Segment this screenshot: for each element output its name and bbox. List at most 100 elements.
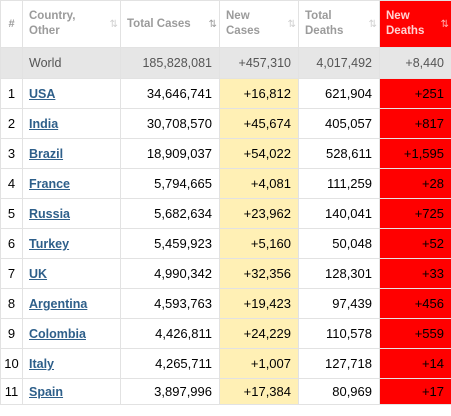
table-row: 8 Argentina 4,593,763 +19,423 97,439 +45… xyxy=(0,288,451,319)
country-cell: India xyxy=(22,108,121,139)
total-deaths-cell: 140,041 xyxy=(298,198,380,229)
country-link[interactable]: France xyxy=(29,177,70,191)
sort-icon[interactable]: ⇅ xyxy=(109,19,119,30)
total-cases-cell: 5,459,923 xyxy=(120,228,220,259)
world-total-cases: 185,828,081 xyxy=(120,47,220,79)
column-header-label: New Cases xyxy=(226,10,260,37)
world-new-cases: +457,310 xyxy=(219,47,299,79)
column-header-total-deaths[interactable]: Total Deaths ⇅ xyxy=(298,0,380,48)
rank-cell: 1 xyxy=(0,78,23,109)
table-row: 10 Italy 4,265,711 +1,007 127,718 +14 xyxy=(0,348,451,379)
new-cases-cell: +19,423 xyxy=(219,288,299,319)
country-link[interactable]: Argentina xyxy=(29,297,88,311)
rank-cell: 10 xyxy=(0,348,23,379)
new-cases-cell: +45,674 xyxy=(219,108,299,139)
total-cases-cell: 5,682,634 xyxy=(120,198,220,229)
table-row: 6 Turkey 5,459,923 +5,160 50,048 +52 xyxy=(0,228,451,259)
table-row: 11 Spain 3,897,996 +17,384 80,969 +17 xyxy=(0,378,451,405)
country-cell: Italy xyxy=(22,348,121,379)
rank-cell: 3 xyxy=(0,138,23,169)
world-rank-cell xyxy=(0,47,23,79)
new-deaths-cell: +1,595 xyxy=(379,138,451,169)
sort-icon[interactable]: ⇅ xyxy=(287,19,297,30)
table-row: 3 Brazil 18,909,037 +54,022 528,611 +1,5… xyxy=(0,138,451,169)
country-link[interactable]: Colombia xyxy=(29,327,86,341)
sort-icon[interactable]: ⇅ xyxy=(440,19,450,30)
column-header-label: Country, Other xyxy=(29,10,76,37)
total-deaths-cell: 97,439 xyxy=(298,288,380,319)
world-total-row: World 185,828,081 +457,310 4,017,492 +8,… xyxy=(0,47,451,79)
country-link[interactable]: India xyxy=(29,117,59,131)
new-deaths-cell: +251 xyxy=(379,78,451,109)
total-cases-cell: 30,708,570 xyxy=(120,108,220,139)
country-link[interactable]: USA xyxy=(29,87,56,101)
new-deaths-cell: +17 xyxy=(379,378,451,405)
total-cases-cell: 18,909,037 xyxy=(120,138,220,169)
new-deaths-cell: +725 xyxy=(379,198,451,229)
total-cases-cell: 4,990,342 xyxy=(120,258,220,289)
column-header-label: New Deaths xyxy=(386,10,425,37)
country-cell: Colombia xyxy=(22,318,121,349)
column-header-label: Total Deaths xyxy=(305,10,344,37)
country-cell: UK xyxy=(22,258,121,289)
table-header-row: # Country, Other ⇅ Total Cases ⇅ New Cas… xyxy=(0,0,451,48)
new-cases-cell: +4,081 xyxy=(219,168,299,199)
sort-icon[interactable]: ⇅ xyxy=(368,19,378,30)
world-new-deaths: +8,440 xyxy=(379,47,451,79)
total-cases-cell: 34,646,741 xyxy=(120,78,220,109)
new-cases-cell: +16,812 xyxy=(219,78,299,109)
country-link[interactable]: UK xyxy=(29,267,48,281)
country-cell: Russia xyxy=(22,198,121,229)
new-deaths-cell: +456 xyxy=(379,288,451,319)
new-deaths-cell: +33 xyxy=(379,258,451,289)
column-header-new-cases[interactable]: New Cases ⇅ xyxy=(219,0,299,48)
country-cell: Spain xyxy=(22,378,121,405)
column-header-new-deaths[interactable]: New Deaths ⇅ xyxy=(379,0,451,48)
rank-cell: 7 xyxy=(0,258,23,289)
world-label: World xyxy=(22,47,121,79)
new-cases-cell: +23,962 xyxy=(219,198,299,229)
total-cases-cell: 5,794,665 xyxy=(120,168,220,199)
new-deaths-cell: +28 xyxy=(379,168,451,199)
rank-cell: 5 xyxy=(0,198,23,229)
country-link[interactable]: Italy xyxy=(29,357,55,371)
total-deaths-cell: 127,718 xyxy=(298,348,380,379)
table-row: 1 USA 34,646,741 +16,812 621,904 +251 xyxy=(0,78,451,109)
total-cases-cell: 4,265,711 xyxy=(120,348,220,379)
sort-descending-icon[interactable]: ⇅ xyxy=(208,19,218,30)
rank-cell: 4 xyxy=(0,168,23,199)
covid-stats-table: # Country, Other ⇅ Total Cases ⇅ New Cas… xyxy=(0,0,451,405)
new-deaths-cell: +559 xyxy=(379,318,451,349)
column-header-label: Total Cases xyxy=(127,17,191,30)
total-cases-cell: 3,897,996 xyxy=(120,378,220,405)
table-row: 5 Russia 5,682,634 +23,962 140,041 +725 xyxy=(0,198,451,229)
rank-cell: 8 xyxy=(0,288,23,319)
column-header-total-cases[interactable]: Total Cases ⇅ xyxy=(120,0,220,48)
new-cases-cell: +1,007 xyxy=(219,348,299,379)
country-cell: USA xyxy=(22,78,121,109)
country-link[interactable]: Spain xyxy=(29,385,64,399)
new-deaths-cell: +817 xyxy=(379,108,451,139)
table-row: 7 UK 4,990,342 +32,356 128,301 +33 xyxy=(0,258,451,289)
country-cell: Brazil xyxy=(22,138,121,169)
rank-cell: 6 xyxy=(0,228,23,259)
rank-cell: 11 xyxy=(0,378,23,405)
country-cell: Argentina xyxy=(22,288,121,319)
total-cases-cell: 4,593,763 xyxy=(120,288,220,319)
world-total-deaths: 4,017,492 xyxy=(298,47,380,79)
country-link[interactable]: Brazil xyxy=(29,147,64,161)
country-link[interactable]: Russia xyxy=(29,207,70,221)
total-deaths-cell: 621,904 xyxy=(298,78,380,109)
table-row: 2 India 30,708,570 +45,674 405,057 +817 xyxy=(0,108,451,139)
rank-cell: 9 xyxy=(0,318,23,349)
column-header-country[interactable]: Country, Other ⇅ xyxy=(22,0,121,48)
new-cases-cell: +54,022 xyxy=(219,138,299,169)
country-link[interactable]: Turkey xyxy=(29,237,70,251)
table-row: 9 Colombia 4,426,811 +24,229 110,578 +55… xyxy=(0,318,451,349)
table-row: 4 France 5,794,665 +4,081 111,259 +28 xyxy=(0,168,451,199)
country-cell: France xyxy=(22,168,121,199)
column-header-rank[interactable]: # xyxy=(0,0,23,48)
total-deaths-cell: 111,259 xyxy=(298,168,380,199)
new-deaths-cell: +52 xyxy=(379,228,451,259)
total-deaths-cell: 405,057 xyxy=(298,108,380,139)
